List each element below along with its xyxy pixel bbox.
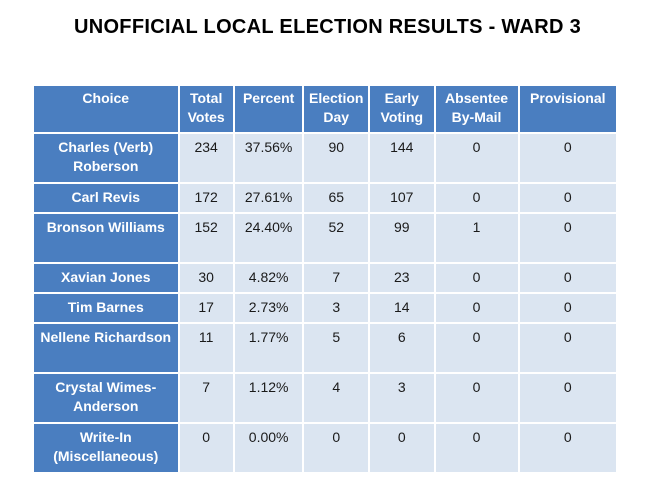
absentee-cell: 0 [435, 324, 518, 372]
absentee-cell: 0 [435, 374, 518, 422]
percent-cell: 37.56% [234, 134, 303, 182]
column-header-percent: Percent [234, 86, 303, 132]
absentee-cell: 1 [435, 214, 518, 262]
election-day-cell: 4 [304, 374, 369, 422]
table-row: Write-In (Miscellaneous) 0 0.00% 0 0 0 0 [34, 424, 616, 472]
choice-cell: Carl Revis [34, 184, 178, 212]
choice-cell: Crystal Wimes-Anderson [34, 374, 178, 422]
provisional-cell: 0 [519, 184, 616, 212]
absentee-cell: 0 [435, 294, 518, 322]
provisional-cell: 0 [519, 374, 616, 422]
total-votes-cell: 11 [179, 324, 233, 372]
header-row: Choice Total Votes Percent Election Day … [34, 86, 616, 132]
total-votes-cell: 0 [179, 424, 233, 472]
total-votes-cell: 30 [179, 264, 233, 292]
column-header-choice: Choice [34, 86, 178, 132]
provisional-cell: 0 [519, 424, 616, 472]
column-header-total-votes: Total Votes [179, 86, 233, 132]
early-voting-cell: 99 [370, 214, 434, 262]
choice-cell: Nellene Richardson [34, 324, 178, 372]
percent-cell: 1.12% [234, 374, 303, 422]
table-row: Carl Revis 172 27.61% 65 107 0 0 [34, 184, 616, 212]
total-votes-cell: 234 [179, 134, 233, 182]
table-row: Xavian Jones 30 4.82% 7 23 0 0 [34, 264, 616, 292]
election-day-cell: 90 [304, 134, 369, 182]
choice-cell: Write-In (Miscellaneous) [34, 424, 178, 472]
percent-cell: 24.40% [234, 214, 303, 262]
election-day-cell: 5 [304, 324, 369, 372]
table-row: Bronson Williams 152 24.40% 52 99 1 0 [34, 214, 616, 262]
election-day-cell: 0 [304, 424, 369, 472]
absentee-cell: 0 [435, 134, 518, 182]
column-header-election-day: Election Day [304, 86, 369, 132]
choice-cell: Charles (Verb) Roberson [34, 134, 178, 182]
provisional-cell: 0 [519, 294, 616, 322]
early-voting-cell: 107 [370, 184, 434, 212]
early-voting-cell: 14 [370, 294, 434, 322]
provisional-cell: 0 [519, 324, 616, 372]
table-row: Nellene Richardson 11 1.77% 5 6 0 0 [34, 324, 616, 372]
absentee-cell: 0 [435, 264, 518, 292]
percent-cell: 4.82% [234, 264, 303, 292]
choice-cell: Xavian Jones [34, 264, 178, 292]
total-votes-cell: 152 [179, 214, 233, 262]
percent-cell: 27.61% [234, 184, 303, 212]
provisional-cell: 0 [519, 134, 616, 182]
results-table: Choice Total Votes Percent Election Day … [32, 84, 618, 474]
absentee-cell: 0 [435, 184, 518, 212]
election-day-cell: 3 [304, 294, 369, 322]
early-voting-cell: 6 [370, 324, 434, 372]
provisional-cell: 0 [519, 214, 616, 262]
election-day-cell: 52 [304, 214, 369, 262]
table-row: Charles (Verb) Roberson 234 37.56% 90 14… [34, 134, 616, 182]
early-voting-cell: 23 [370, 264, 434, 292]
total-votes-cell: 17 [179, 294, 233, 322]
page-title: UNOFFICIAL LOCAL ELECTION RESULTS - WARD… [73, 16, 582, 38]
column-header-absentee: Absentee By-Mail [435, 86, 518, 132]
column-header-early-voting: Early Voting [370, 86, 434, 132]
table-row: Crystal Wimes-Anderson 7 1.12% 4 3 0 0 [34, 374, 616, 422]
early-voting-cell: 144 [370, 134, 434, 182]
total-votes-cell: 7 [179, 374, 233, 422]
provisional-cell: 0 [519, 264, 616, 292]
percent-cell: 1.77% [234, 324, 303, 372]
total-votes-cell: 172 [179, 184, 233, 212]
choice-cell: Bronson Williams [34, 214, 178, 262]
choice-cell: Tim Barnes [34, 294, 178, 322]
election-day-cell: 7 [304, 264, 369, 292]
absentee-cell: 0 [435, 424, 518, 472]
column-header-provisional: Provisional [519, 86, 616, 132]
early-voting-cell: 0 [370, 424, 434, 472]
election-day-cell: 65 [304, 184, 369, 212]
percent-cell: 0.00% [234, 424, 303, 472]
table-row: Tim Barnes 17 2.73% 3 14 0 0 [34, 294, 616, 322]
early-voting-cell: 3 [370, 374, 434, 422]
percent-cell: 2.73% [234, 294, 303, 322]
